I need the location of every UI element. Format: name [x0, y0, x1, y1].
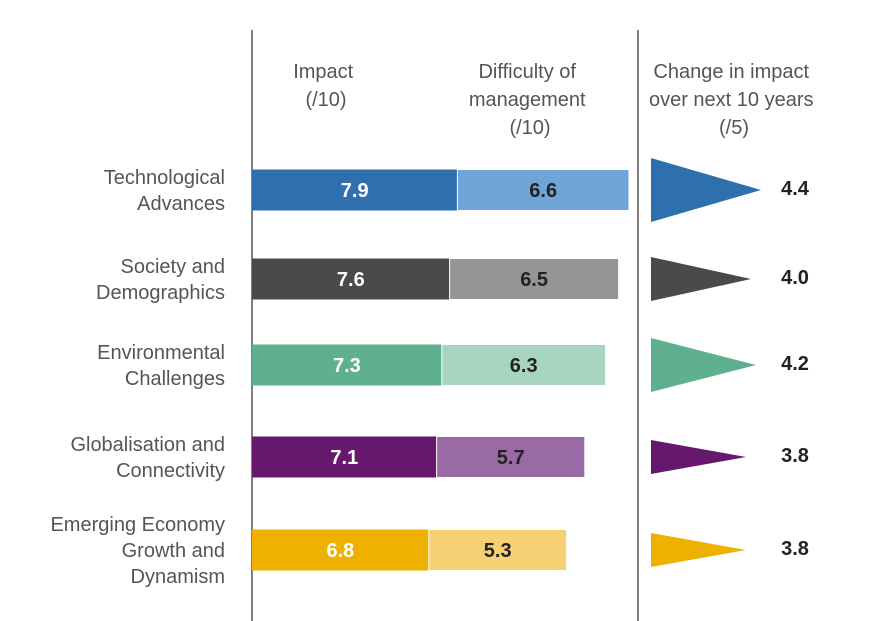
difficulty-value-label: 5.7: [497, 447, 525, 469]
category-label: Globalisation and Connectivity: [70, 434, 225, 482]
category-label: Emerging Economy Growth and Dynamism: [50, 514, 225, 588]
header-change-line: over next 10 years: [649, 89, 814, 111]
difficulty-value-label: 6.5: [520, 269, 548, 291]
bars-layer: 7.9 6.6 4.4 Technological Advances 7.6 6.5 4.0 S…: [50, 158, 810, 588]
category-label-line: Emerging Economy: [50, 514, 225, 536]
difficulty-bar: [456, 169, 630, 211]
change-value-label: 4.2: [781, 353, 809, 375]
header-impact: Impact (/10): [293, 61, 359, 111]
difficulty-value-label: 5.3: [484, 540, 512, 562]
impact-bar: [252, 344, 442, 386]
category-label-line: Environmental: [97, 342, 225, 364]
change-value-label: 4.4: [781, 178, 810, 200]
category-label-line: Technological: [104, 167, 225, 189]
change-value-label: 3.8: [781, 538, 809, 560]
change-value-label: 4.0: [781, 267, 809, 289]
header-difficulty-line: (/10): [509, 117, 550, 139]
header-difficulty: Difficulty of management (/10): [469, 61, 591, 139]
category-label-line: Connectivity: [116, 460, 225, 482]
change-triangle: [651, 158, 761, 222]
change-triangle: [651, 257, 751, 301]
change-value-label: 3.8: [781, 445, 809, 467]
header-difficulty-line: management: [469, 89, 586, 111]
impact-value-label: 6.8: [326, 540, 354, 562]
impact-bar: [252, 169, 458, 211]
difficulty-bar: [428, 529, 568, 571]
change-triangle: [651, 533, 746, 567]
header-change: Change in impact over next 10 years (/5): [649, 61, 819, 139]
impact-bar: [252, 258, 450, 300]
impact-value-label: 7.3: [333, 355, 361, 377]
category-label: Environmental Challenges: [97, 342, 225, 390]
impact-value-label: 7.9: [341, 180, 369, 202]
impact-bar: [252, 436, 437, 478]
difficulty-value-label: 6.6: [529, 180, 557, 202]
category-label-line: Demographics: [96, 282, 225, 304]
category-label: Technological Advances: [104, 167, 225, 215]
difficulty-bar: [441, 344, 607, 386]
category-label-line: Society and: [120, 256, 225, 278]
header-impact-line: (/10): [305, 89, 346, 111]
difficulty-bar: [436, 436, 586, 478]
category-label-line: Advances: [137, 193, 225, 215]
impact-value-label: 7.6: [337, 269, 365, 291]
change-triangle: [651, 338, 756, 392]
header-impact-line: Impact: [293, 61, 353, 83]
category-label: Society and Demographics: [96, 256, 225, 304]
impact-value-label: 7.1: [330, 447, 358, 469]
impact-bar: [252, 529, 429, 571]
header-change-line: (/5): [719, 117, 749, 139]
header-change-line: Change in impact: [653, 61, 809, 83]
header-difficulty-line: Difficulty of: [478, 61, 576, 83]
difficulty-bar: [449, 258, 620, 300]
category-label-line: Challenges: [125, 368, 225, 390]
category-label-line: Dynamism: [131, 566, 225, 588]
difficulty-value-label: 6.3: [510, 355, 538, 377]
change-triangle: [651, 440, 746, 474]
category-label-line: Growth and: [122, 540, 225, 562]
category-label-line: Globalisation and: [70, 434, 225, 456]
